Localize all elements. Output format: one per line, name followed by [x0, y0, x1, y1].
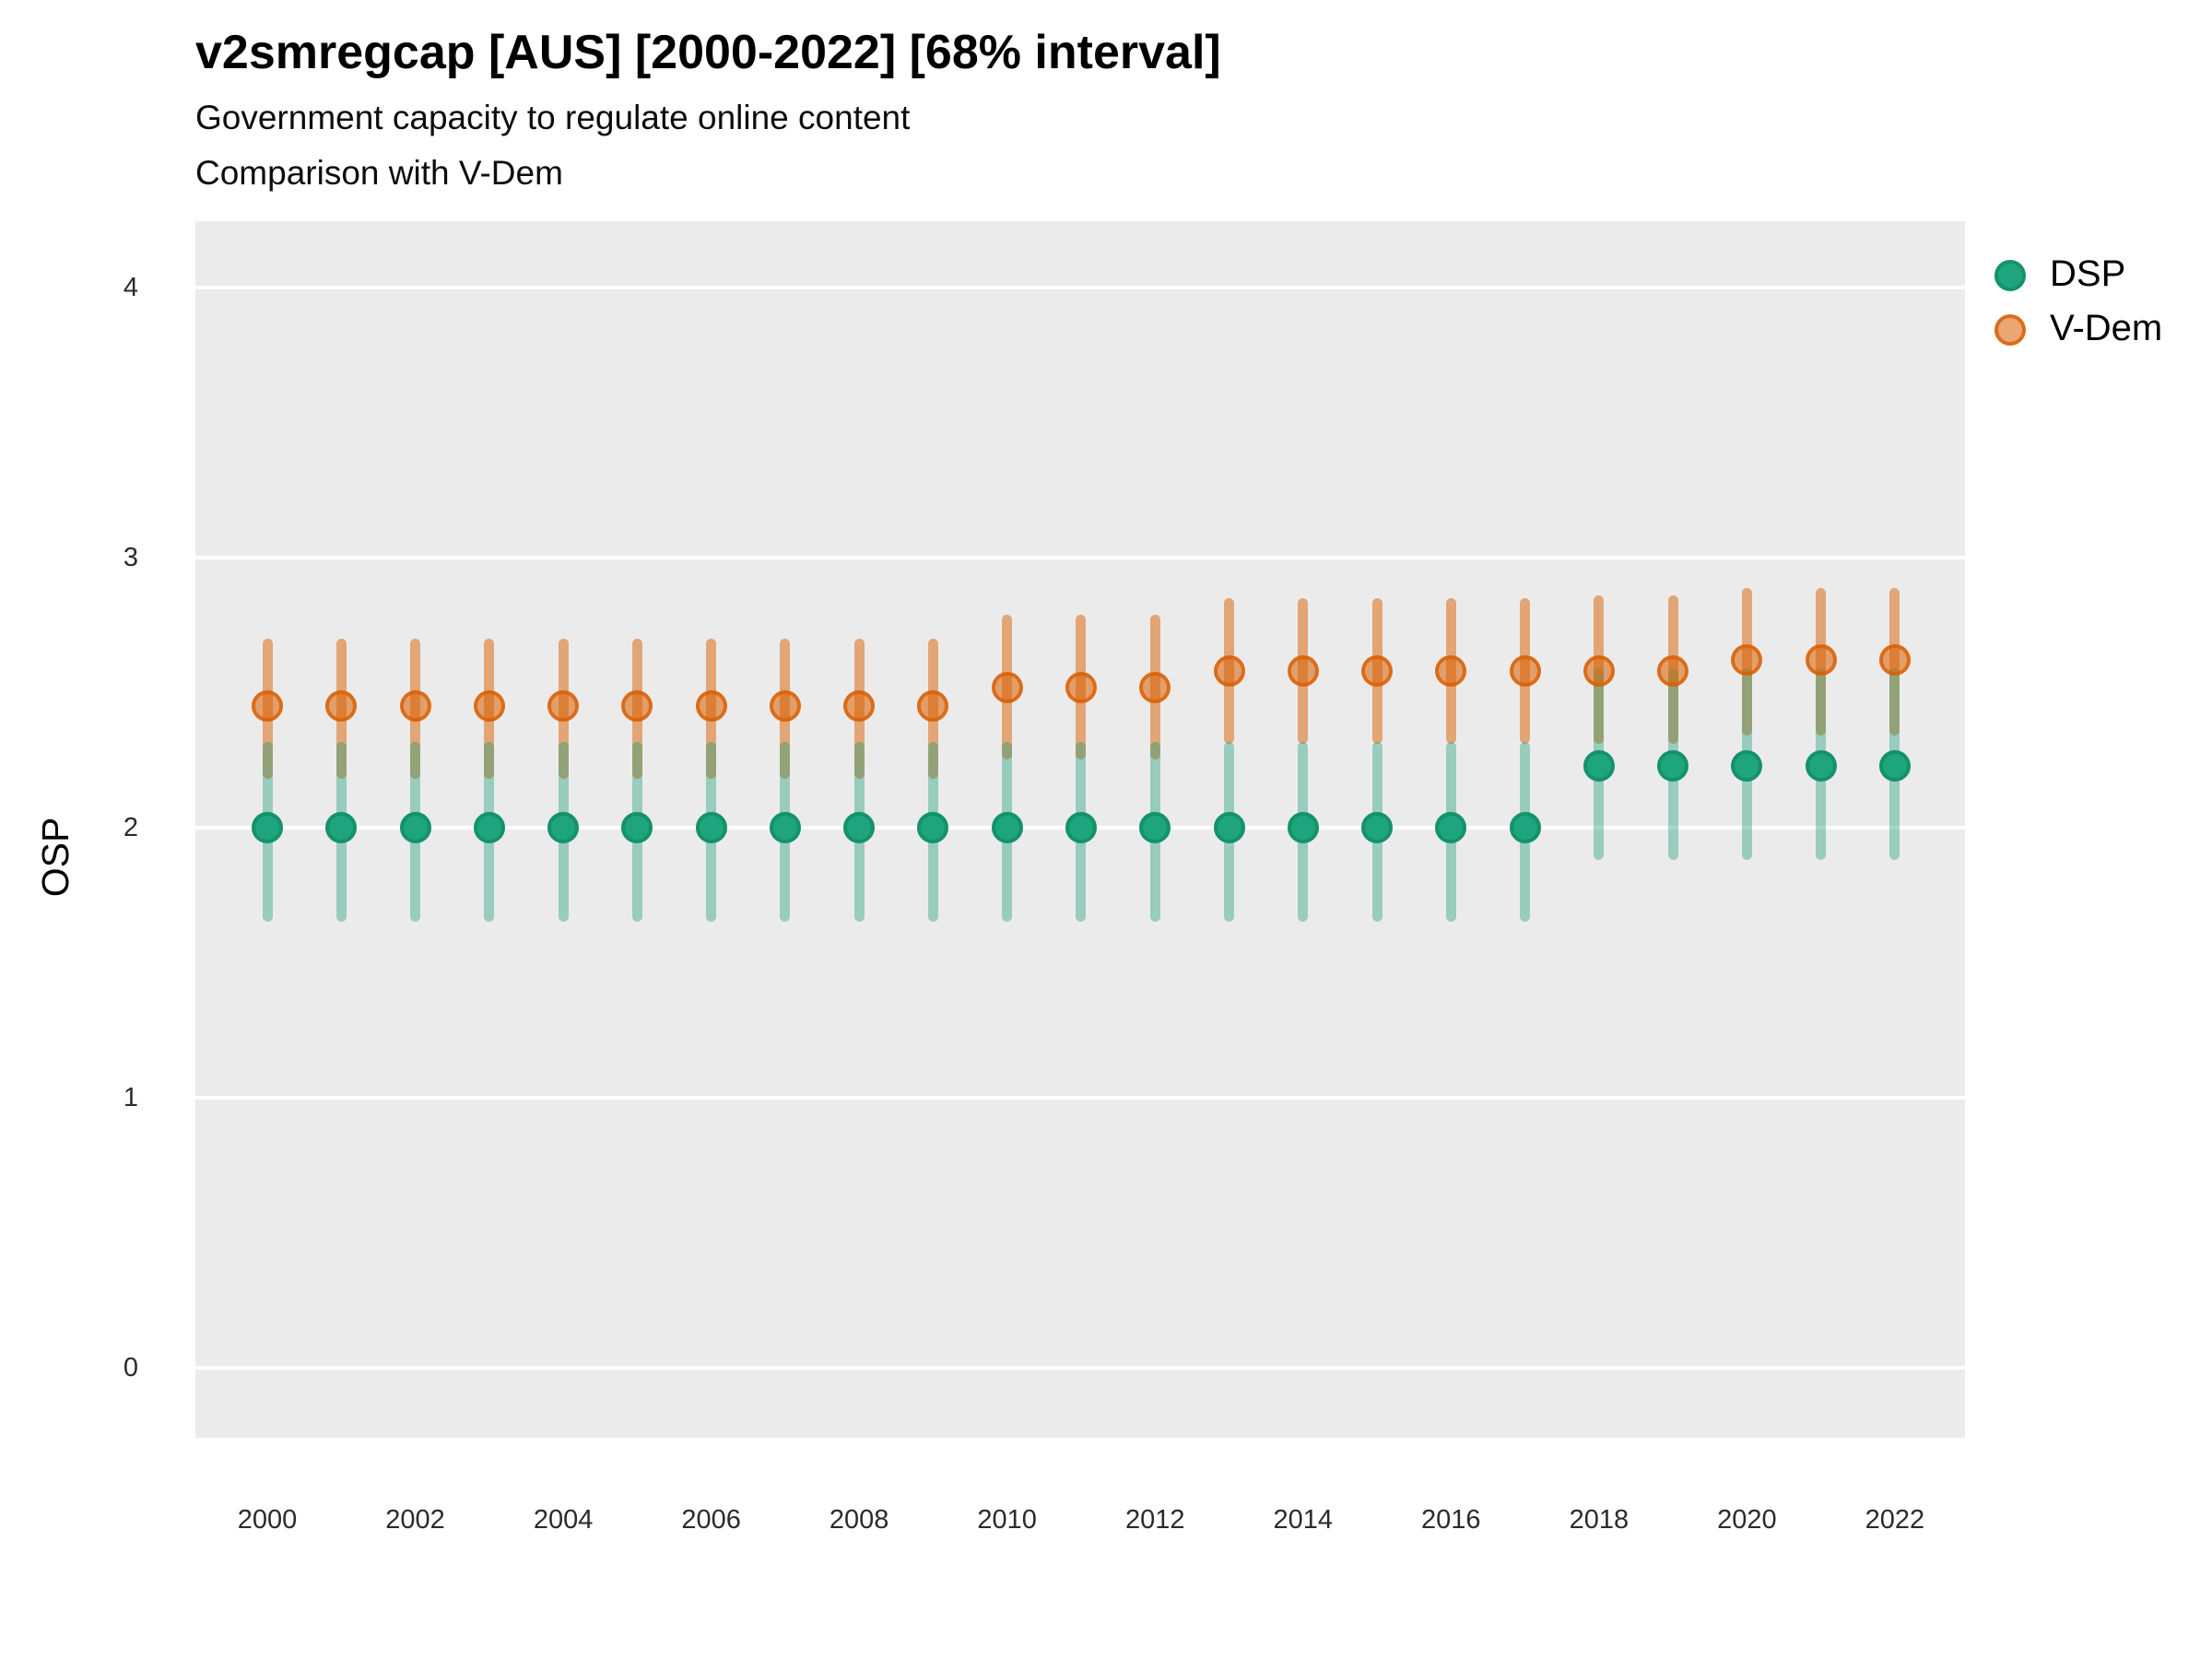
vdem-legend-swatch-icon — [1994, 314, 2026, 346]
x-tick-2020: 2020 — [1717, 1505, 1777, 1535]
dsp-point-2009 — [917, 812, 949, 843]
x-tick-2004: 2004 — [533, 1505, 594, 1535]
vdem-point-2015 — [1361, 655, 1394, 688]
dsp-point-2003 — [473, 812, 505, 843]
gridline-y-1 — [195, 1096, 1965, 1100]
plot-panel — [195, 221, 1965, 1438]
vdem-point-2003 — [473, 690, 505, 723]
y-tick-4: 4 — [123, 273, 138, 302]
vdem-point-2002 — [399, 690, 431, 723]
chart-subtitle-line1: Government capacity to regulate online c… — [195, 99, 911, 136]
vdem-point-2000 — [252, 690, 283, 723]
vdem-point-2004 — [547, 690, 580, 723]
y-axis-title: OSP — [34, 817, 76, 898]
x-tick-2006: 2006 — [681, 1505, 741, 1535]
dsp-point-2021 — [1805, 749, 1837, 782]
x-tick-2018: 2018 — [1569, 1505, 1630, 1535]
dsp-point-2010 — [991, 812, 1023, 843]
vdem-point-2020 — [1731, 644, 1763, 677]
vdem-point-2010 — [991, 671, 1023, 703]
dsp-point-2018 — [1583, 749, 1615, 782]
dsp-point-2014 — [1287, 812, 1319, 843]
dsp-point-2001 — [325, 812, 358, 843]
vdem-point-2007 — [769, 690, 801, 723]
vdem-point-2008 — [843, 690, 876, 723]
dsp-point-2011 — [1065, 812, 1097, 843]
gridline-y-4 — [195, 286, 1965, 289]
x-tick-2022: 2022 — [1865, 1505, 1925, 1535]
vdem-point-2021 — [1805, 644, 1837, 677]
x-tick-2012: 2012 — [1124, 1505, 1185, 1535]
vdem-point-2022 — [1878, 644, 1911, 677]
dsp-point-2005 — [621, 812, 653, 843]
dsp-point-2022 — [1878, 749, 1911, 782]
vdem-point-2017 — [1509, 655, 1541, 688]
dsp-point-2007 — [769, 812, 801, 843]
dsp-point-2020 — [1731, 749, 1763, 782]
dsp-point-2019 — [1657, 749, 1689, 782]
dsp-point-2004 — [547, 812, 580, 843]
vdem-point-2009 — [917, 690, 949, 723]
legend-label-vdem: V-Dem — [2050, 308, 2163, 348]
dsp-point-2013 — [1213, 812, 1245, 843]
vdem-point-2014 — [1287, 655, 1319, 688]
x-tick-2016: 2016 — [1421, 1505, 1481, 1535]
vdem-point-2018 — [1583, 655, 1615, 688]
chart-title: v2smregcap [AUS] [2000-2022] [68% interv… — [195, 26, 1221, 79]
gridline-y-0 — [195, 1366, 1965, 1370]
vdem-point-2013 — [1213, 655, 1245, 688]
dsp-point-2006 — [695, 812, 727, 843]
legend-label-dsp: DSP — [2050, 253, 2126, 294]
dsp-point-2012 — [1139, 812, 1171, 843]
vdem-point-2005 — [621, 690, 653, 723]
vdem-point-2001 — [325, 690, 358, 723]
dsp-point-2002 — [399, 812, 431, 843]
gridline-y-3 — [195, 556, 1965, 559]
dsp-point-2015 — [1361, 812, 1394, 843]
dsp-point-2000 — [252, 812, 283, 843]
y-tick-1: 1 — [123, 1083, 138, 1112]
y-tick-2: 2 — [123, 813, 138, 842]
chart-subtitle-line2: Comparison with V-Dem — [195, 154, 563, 192]
x-tick-2010: 2010 — [977, 1505, 1037, 1535]
vdem-point-2012 — [1139, 671, 1171, 703]
y-tick-3: 3 — [123, 543, 138, 572]
x-tick-2000: 2000 — [237, 1505, 298, 1535]
vdem-point-2019 — [1657, 655, 1689, 688]
x-tick-2014: 2014 — [1273, 1505, 1334, 1535]
vdem-point-2011 — [1065, 671, 1097, 703]
dsp-point-2008 — [843, 812, 876, 843]
x-tick-2008: 2008 — [829, 1505, 889, 1535]
vdem-point-2016 — [1435, 655, 1467, 688]
dsp-point-2016 — [1435, 812, 1467, 843]
vdem-point-2006 — [695, 690, 727, 723]
dsp-point-2017 — [1509, 812, 1541, 843]
x-tick-2002: 2002 — [385, 1505, 445, 1535]
y-tick-0: 0 — [123, 1353, 138, 1382]
dsp-legend-swatch-icon — [1994, 260, 2026, 291]
